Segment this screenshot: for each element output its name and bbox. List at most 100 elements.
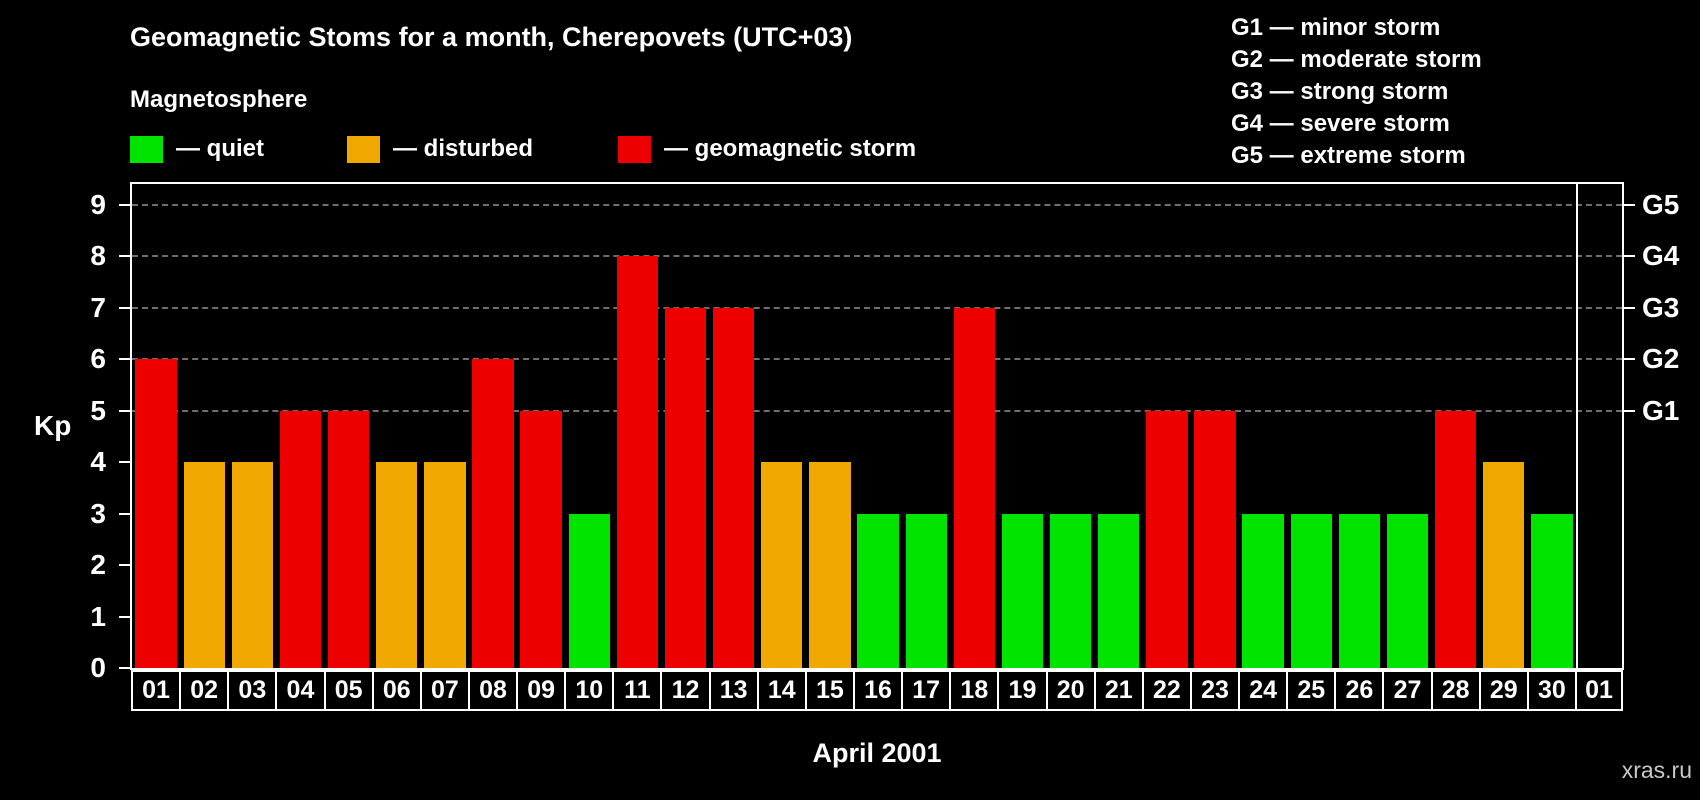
g-tick-G5 (1624, 203, 1635, 206)
y-tick-label-kp-5: 5 (90, 394, 106, 426)
storm-scale-legend: G1 — minor storm G2 — moderate storm G3 — … (1231, 12, 1482, 172)
day-label-14: 14 (756, 670, 807, 711)
legend-label-disturbed: — disturbed (393, 135, 534, 162)
g-tick-label-G1: G1 (1642, 394, 1680, 426)
chart-title: Geomagnetic Stoms for a month, Cherepove… (130, 22, 853, 52)
y-tick-label-kp-8: 8 (90, 240, 106, 271)
y-tick-label-kp-0: 0 (90, 652, 106, 683)
day-label-11: 11 (612, 670, 663, 711)
day-label-20: 20 (1045, 670, 1096, 711)
day-label-02: 02 (179, 670, 230, 711)
legend-swatch-storm (618, 135, 651, 163)
day-label-17: 17 (901, 670, 952, 711)
y-tick-label-kp-7: 7 (90, 291, 106, 323)
y-tick-label-kp-9: 9 (90, 188, 106, 220)
day-label-13: 13 (708, 670, 759, 711)
watermark: xras.ru (1621, 757, 1692, 783)
legend-item-quiet: — quiet (130, 135, 347, 163)
day-label-08: 08 (467, 670, 519, 711)
kp-bar-day-14 (761, 462, 803, 668)
gridline-kp-6 (132, 358, 1622, 360)
day-label-15: 15 (804, 670, 855, 711)
legend-label-storm: — geomagnetic storm (664, 135, 917, 162)
day-label-28: 28 (1430, 670, 1481, 711)
month-separator-line (1576, 184, 1578, 668)
y-tick-kp-3 (119, 512, 130, 515)
legend-swatch-disturbed (347, 135, 380, 163)
right-axis: G1 G2 G3 G4 G5 (1624, 184, 1700, 668)
kp-bar-day-23 (1194, 410, 1236, 668)
y-tick-kp-8 (119, 255, 130, 257)
kp-bar-day-06 (376, 462, 418, 668)
kp-bar-day-11 (616, 256, 659, 668)
y-axis-title: Kp (34, 410, 72, 441)
storm-scale-item-g3: G3 — strong storm (1231, 78, 1449, 105)
day-label-16: 16 (853, 670, 904, 711)
y-tick-kp-9 (119, 203, 130, 206)
kp-bar-day-30 (1531, 513, 1573, 668)
kp-bar-day-29 (1483, 462, 1525, 668)
g-tick-G3 (1624, 306, 1635, 309)
storm-scale-item-g2: G2 — moderate storm (1231, 46, 1482, 73)
g-tick-label-G4: G4 (1642, 240, 1680, 271)
magnetosphere-legend: — quiet — disturbed — geomagnetic storm (130, 133, 916, 165)
kp-bar-day-24 (1242, 513, 1284, 668)
y-tick-label-kp-4: 4 (90, 446, 106, 477)
day-label-24: 24 (1238, 670, 1289, 711)
y-tick-kp-4 (119, 461, 130, 463)
kp-bar-day-28 (1434, 410, 1477, 668)
kp-bar-day-17 (905, 513, 947, 668)
day-label-27: 27 (1382, 670, 1433, 711)
y-tick-kp-0 (119, 667, 130, 669)
day-label-10: 10 (564, 670, 615, 711)
kp-bar-day-15 (809, 462, 851, 668)
g-tick-G1 (1624, 409, 1635, 412)
day-label-19: 19 (997, 670, 1048, 711)
day-label-01: 01 (131, 670, 182, 711)
legend-item-disturbed: — disturbed (347, 135, 618, 163)
g-tick-label-G3: G3 (1642, 291, 1680, 323)
kp-bar-day-22 (1146, 410, 1188, 668)
day-label-09: 09 (516, 670, 567, 711)
storm-scale-item-g5: G5 — extreme storm (1231, 142, 1466, 169)
kp-bar-day-03 (231, 462, 274, 668)
kp-bar-day-20 (1049, 513, 1092, 668)
storm-scale-item-g1: G1 — minor storm (1231, 14, 1441, 41)
kp-bar-day-19 (1001, 513, 1044, 668)
kp-bar-day-04 (279, 410, 322, 668)
plot-area (130, 182, 1624, 670)
y-axis: 0 1 2 3 4 5 6 7 8 9 (0, 184, 130, 683)
y-tick-kp-6 (119, 358, 130, 360)
gridline-kp-9 (132, 203, 1622, 206)
y-tick-label-kp-6: 6 (90, 343, 106, 374)
kp-bar-day-27 (1386, 513, 1429, 668)
kp-bar-day-12 (664, 307, 707, 668)
g-tick-G2 (1624, 358, 1635, 360)
day-label-23: 23 (1189, 670, 1241, 711)
day-label-06: 06 (371, 670, 422, 711)
day-label-03: 03 (227, 670, 278, 711)
day-label-18: 18 (949, 670, 1000, 711)
day-label-row: 01 02 03 04 05 06 07 08 09 10 11 12 13 14 15 16 17 18 19 20… (131, 670, 1623, 711)
gridline-kp-8 (132, 255, 1622, 257)
y-tick-kp-1 (119, 615, 130, 618)
kp-bar-day-09 (520, 410, 562, 668)
day-label-12: 12 (660, 670, 711, 711)
day-label-21: 21 (1093, 670, 1144, 711)
day-label-07: 07 (419, 670, 470, 711)
day-label-30: 30 (1526, 670, 1577, 711)
legend-item-storm: — geomagnetic storm (618, 135, 916, 163)
y-tick-label-kp-3: 3 (90, 497, 106, 529)
legend-label-quiet: — quiet (176, 135, 264, 162)
kp-bar-day-25 (1290, 513, 1332, 668)
day-label-26: 26 (1334, 670, 1385, 711)
y-tick-label-kp-2: 2 (90, 549, 106, 580)
kp-bar-day-26 (1338, 513, 1381, 668)
kp-bar-day-05 (327, 410, 370, 668)
day-label-05: 05 (323, 670, 374, 711)
kp-bar-day-08 (472, 359, 514, 668)
kp-bar-day-16 (857, 513, 899, 668)
gridline-kp-5 (132, 409, 1622, 412)
g-tick-label-G2: G2 (1642, 343, 1680, 374)
